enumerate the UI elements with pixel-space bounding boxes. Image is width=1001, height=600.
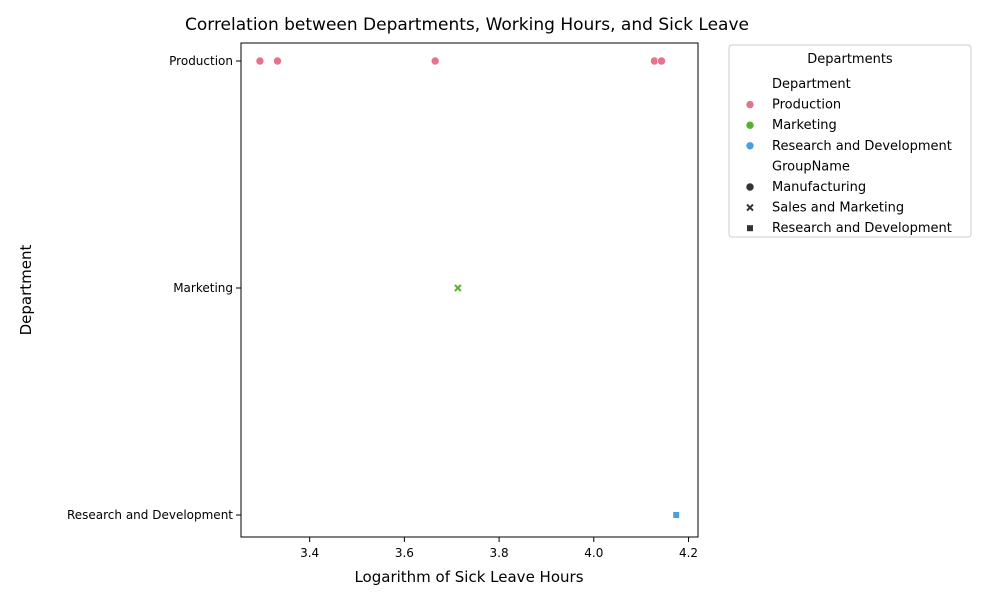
legend-title: Departments xyxy=(807,52,893,67)
y-axis-label: Department xyxy=(17,245,35,336)
legend-label: Research and Development xyxy=(772,139,952,154)
data-point xyxy=(657,56,666,66)
legend-marker xyxy=(745,120,755,130)
legend-label: Research and Development xyxy=(772,221,952,236)
data-point xyxy=(454,284,462,292)
plot-area xyxy=(240,42,699,538)
x-tick-label: 3.8 xyxy=(490,546,509,560)
legend-marker xyxy=(746,203,754,212)
x-axis-ticks: 3.4 3.6 3.8 4.0 4.2 xyxy=(300,537,698,560)
legend-marker xyxy=(745,141,755,151)
legend-hue-title: Department xyxy=(772,77,851,92)
legend-entries: Department Production Marketing Research an… xyxy=(745,77,952,236)
data-point xyxy=(430,56,440,66)
legend-marker xyxy=(747,225,753,232)
x-tick-label: 3.6 xyxy=(395,546,414,560)
legend-label: Production xyxy=(772,98,841,113)
legend-label: Manufacturing xyxy=(772,180,866,195)
legend-marker xyxy=(745,182,755,192)
data-point xyxy=(673,512,680,518)
data-point xyxy=(255,56,265,66)
x-tick-label: 4.2 xyxy=(679,546,698,560)
data-point xyxy=(273,56,282,66)
chart-title: Correlation between Departments, Working… xyxy=(185,15,749,35)
x-axis-label: Logarithm of Sick Leave Hours xyxy=(354,568,583,586)
data-point xyxy=(650,56,659,66)
x-tick-label: 4.0 xyxy=(584,546,603,560)
data-points xyxy=(255,56,680,518)
y-tick-label: Marketing xyxy=(173,281,233,295)
legend-frame xyxy=(728,44,972,238)
legend-style-title: GroupName xyxy=(772,159,850,174)
legend: Departments Department Production Marketin… xyxy=(728,44,972,238)
legend-marker xyxy=(745,100,755,109)
y-axis-ticks: Production Marketing Research and Developm… xyxy=(67,54,241,522)
legend-label: Marketing xyxy=(772,118,837,133)
y-tick-label: Research and Development xyxy=(67,508,233,522)
legend-label: Sales and Marketing xyxy=(772,201,904,216)
x-tick-label: 3.4 xyxy=(300,546,319,560)
y-tick-label: Production xyxy=(169,54,233,68)
